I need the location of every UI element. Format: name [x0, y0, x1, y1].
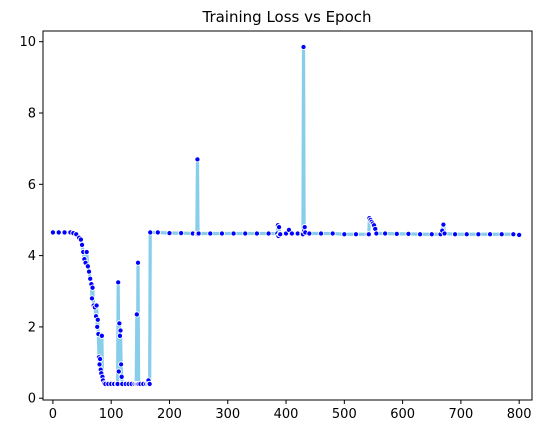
data-point [417, 231, 424, 238]
data-point [147, 229, 154, 236]
data-point [89, 284, 96, 291]
data-point [463, 231, 470, 238]
x-tick-label: 300 [215, 407, 240, 422]
axes-frame [42, 30, 533, 401]
plot-area [49, 43, 523, 388]
data-point [117, 327, 124, 334]
data-point [166, 230, 173, 237]
data-point [242, 230, 249, 237]
data-point [55, 229, 62, 236]
data-point [341, 231, 348, 238]
data-point [178, 230, 185, 237]
data-point [393, 230, 400, 237]
x-tick-label: 100 [99, 407, 124, 422]
x-tick-label: 700 [448, 407, 473, 422]
data-point [277, 231, 284, 238]
x-tick-label: 600 [390, 407, 415, 422]
data-point [94, 323, 101, 330]
data-point [195, 230, 202, 237]
data-point [146, 380, 153, 388]
y-tick-label: 6 [28, 178, 36, 193]
data-point [365, 231, 372, 238]
data-point [87, 275, 94, 282]
data-point [265, 230, 272, 237]
data-point [230, 230, 237, 237]
data-point [498, 231, 505, 238]
data-point [94, 316, 101, 323]
data-point [510, 231, 517, 238]
x-tick-label: 800 [507, 407, 532, 422]
y-tick-label: 2 [28, 320, 36, 335]
data-point [88, 295, 96, 302]
data-point [275, 224, 283, 231]
data-point [475, 231, 482, 238]
data-point [207, 230, 214, 237]
data-point [516, 231, 523, 238]
data-point [352, 231, 360, 238]
loss-line [52, 45, 520, 386]
data-point [116, 320, 123, 327]
data-point [440, 221, 447, 228]
data-point [118, 373, 125, 380]
data-point [329, 230, 336, 237]
data-point [115, 368, 122, 375]
data-point [288, 230, 295, 237]
data-point [116, 332, 123, 339]
data-point [194, 156, 201, 163]
data-point [382, 230, 389, 237]
data-point [373, 230, 380, 237]
data-point [300, 43, 307, 51]
data-point [154, 229, 161, 236]
y-tick-label: 10 [19, 35, 36, 50]
data-point [84, 263, 91, 270]
y-axis: 0 2 4 6 8 10 [19, 35, 43, 407]
x-tick-label: 400 [274, 407, 299, 422]
data-point [301, 224, 308, 231]
chart-title: Training Loss vs Epoch [201, 8, 371, 26]
data-point [49, 229, 56, 236]
x-tick-label: 500 [332, 407, 357, 422]
data-point [83, 248, 90, 256]
data-point [428, 231, 435, 238]
data-point [452, 231, 459, 238]
data-point [115, 279, 122, 286]
data-point [98, 332, 105, 339]
x-tick-label: 200 [157, 407, 182, 422]
data-point [118, 361, 125, 368]
data-point [79, 241, 86, 248]
x-tick-label: 0 [49, 407, 57, 422]
x-axis: 0 100 200 300 400 500 600 700 800 [49, 400, 532, 422]
data-point [218, 230, 225, 237]
y-tick-label: 4 [28, 249, 36, 264]
data-point [441, 230, 448, 237]
data-point [61, 229, 68, 236]
data-point [77, 236, 84, 243]
data-point [306, 230, 313, 237]
y-tick-label: 0 [28, 392, 36, 407]
data-point [96, 361, 103, 368]
data-point [405, 230, 412, 237]
data-point [317, 230, 325, 237]
data-point [253, 230, 260, 237]
data-point [134, 259, 142, 266]
data-point [97, 355, 104, 363]
y-tick-label: 8 [28, 107, 36, 122]
data-point [486, 231, 494, 238]
data-point [93, 302, 100, 309]
data-point [85, 268, 93, 275]
data-point [133, 311, 140, 318]
